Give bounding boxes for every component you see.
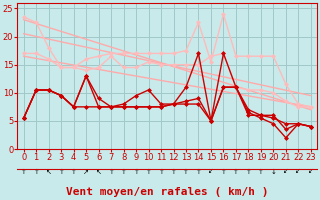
X-axis label: Vent moyen/en rafales ( km/h ): Vent moyen/en rafales ( km/h ) [66, 187, 268, 197]
